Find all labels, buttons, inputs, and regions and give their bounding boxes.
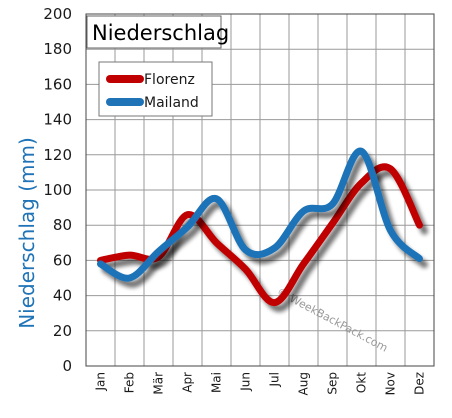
x-tick-label: Jan [94, 372, 108, 392]
x-tick-label: Apr [181, 372, 195, 393]
x-tick-label: Dez [413, 372, 427, 395]
legend-label-mailand: Mailand [144, 95, 199, 111]
x-tick-label: Sep [326, 372, 340, 395]
legend-box [98, 61, 213, 117]
legend-label-florenz: Florenz [144, 72, 195, 88]
y-tick-label: 160 [43, 75, 72, 93]
x-tick-label: Mai [210, 372, 224, 393]
y-tick-label: 120 [43, 146, 72, 164]
y-tick-label: 40 [53, 287, 72, 305]
y-tick-label: 60 [53, 251, 72, 269]
y-tick-label: 20 [53, 322, 72, 340]
title-box: Niederschlag [86, 15, 229, 49]
y-tick-label: 140 [43, 111, 72, 129]
chart-title: Niederschlag [92, 21, 229, 45]
x-tick-label: Mär [152, 372, 166, 395]
series-line-mailand [97, 147, 423, 282]
y-tick-label: 200 [43, 5, 72, 23]
y-tick-label: 0 [62, 357, 72, 375]
y-tick-label: 180 [43, 40, 72, 58]
y-axis-label: Niederschlag (mm) [15, 137, 39, 329]
legend: Florenz Mailand [98, 61, 213, 117]
x-tick-label: Nov [384, 372, 398, 395]
x-tick-label: Okt [355, 372, 369, 393]
y-tick-label: 80 [53, 216, 72, 234]
x-tick-label: Jun [239, 372, 253, 392]
x-tick-label: Jul [268, 372, 282, 387]
y-axis-ticks: 0 20 40 60 80 100 120 140 160 180 200 [43, 5, 72, 375]
x-axis-ticks: Jan Feb Mär Apr Mai Jun Jul Aug Sep Okt Nov Dez [94, 372, 427, 396]
y-tick-label: 100 [43, 181, 72, 199]
plot-frame [85, 13, 435, 367]
x-tick-label: Feb [123, 372, 137, 393]
series-lines [97, 147, 423, 307]
x-tick-label: Aug [297, 372, 311, 395]
